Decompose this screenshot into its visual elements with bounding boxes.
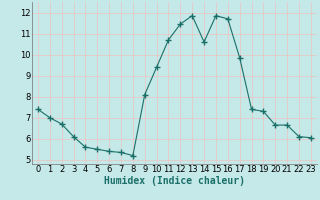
X-axis label: Humidex (Indice chaleur): Humidex (Indice chaleur) <box>104 176 245 186</box>
